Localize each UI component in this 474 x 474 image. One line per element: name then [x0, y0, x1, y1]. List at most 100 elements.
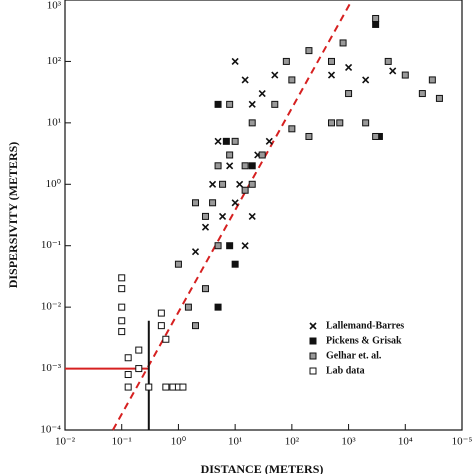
- legend-marker: [309, 352, 317, 360]
- point: [241, 242, 249, 250]
- x-axis-label: DISTANCE (METERS): [201, 462, 324, 474]
- point: [162, 335, 170, 343]
- point: [192, 199, 200, 207]
- point: [209, 180, 217, 188]
- point: [241, 162, 249, 170]
- y-axis-label: DISPERSIVITY (METERS): [6, 142, 20, 289]
- point: [157, 309, 165, 317]
- point: [241, 186, 249, 194]
- y-tick-label: 10³: [47, 0, 62, 12]
- point: [428, 76, 436, 84]
- point: [214, 303, 222, 311]
- point: [124, 383, 132, 391]
- point: [118, 317, 126, 325]
- point: [135, 346, 143, 354]
- point: [179, 383, 187, 391]
- point: [372, 20, 380, 28]
- y-tick-label: 10⁻²: [41, 301, 62, 313]
- y-tick-label: 10⁻¹: [41, 239, 61, 251]
- y-tick-label: 10²: [47, 55, 62, 67]
- point: [184, 303, 192, 311]
- point: [248, 100, 256, 108]
- point: [118, 274, 126, 282]
- legend-label: Lallemand-Barres: [326, 320, 404, 331]
- y-tick-label: 10⁻⁴: [40, 424, 61, 436]
- point: [271, 100, 279, 108]
- point: [231, 57, 239, 65]
- y-tick-label: 10¹: [47, 116, 61, 128]
- point: [118, 285, 126, 293]
- point: [174, 260, 182, 268]
- point: [282, 57, 290, 65]
- point: [327, 57, 335, 65]
- point: [258, 151, 266, 159]
- point: [222, 137, 230, 145]
- point: [401, 71, 409, 79]
- point: [118, 303, 126, 311]
- x-tick-label: 10³: [341, 436, 356, 448]
- reference-line: [112, 0, 353, 431]
- point: [162, 383, 170, 391]
- legend-marker: [309, 337, 317, 345]
- point: [209, 199, 217, 207]
- point: [265, 137, 273, 145]
- point: [135, 365, 143, 373]
- point: [218, 212, 227, 220]
- point: [339, 39, 347, 47]
- point: [201, 212, 209, 220]
- point: [345, 90, 353, 98]
- point: [214, 162, 222, 170]
- plot-frame: [64, 0, 463, 431]
- point: [231, 260, 239, 268]
- legend-label: Pickens & Grisak: [326, 335, 402, 346]
- point: [226, 242, 234, 250]
- x-tick-label: 10⁴: [398, 436, 413, 448]
- point: [362, 119, 370, 127]
- point: [384, 57, 392, 65]
- point: [118, 328, 126, 336]
- point: [226, 162, 234, 170]
- point: [231, 137, 239, 145]
- point: [214, 137, 222, 145]
- x-tick-label: 10¹: [228, 436, 242, 448]
- point: [362, 76, 370, 84]
- point: [248, 212, 256, 220]
- x-tick-label: 10⁰: [171, 436, 187, 448]
- point: [226, 151, 234, 159]
- x-tick-label: 10⁻⁵: [452, 436, 473, 448]
- point: [145, 383, 153, 391]
- point: [288, 125, 296, 133]
- x-tick-label: 10⁻²: [55, 436, 76, 448]
- point: [124, 371, 132, 379]
- point: [226, 100, 234, 108]
- point: [327, 71, 336, 79]
- point: [248, 180, 256, 188]
- point: [214, 100, 222, 108]
- point: [327, 119, 335, 127]
- point: [214, 242, 222, 250]
- point: [236, 180, 244, 188]
- legend-marker: [309, 367, 317, 375]
- point: [271, 71, 279, 79]
- point: [389, 67, 397, 75]
- point: [248, 162, 256, 170]
- point: [201, 223, 210, 231]
- legend-label: Lab data: [326, 365, 365, 376]
- point: [435, 94, 443, 102]
- point: [157, 322, 165, 330]
- point: [345, 63, 353, 71]
- point: [372, 132, 380, 140]
- point: [201, 285, 209, 293]
- x-tick-label: 10⁻¹: [112, 436, 132, 448]
- point: [231, 199, 239, 207]
- point: [305, 132, 313, 140]
- point: [372, 14, 380, 22]
- point: [258, 89, 266, 98]
- point: [191, 248, 200, 256]
- x-tick-label: 10²: [285, 436, 300, 448]
- legend-label: Gelhar et. al.: [326, 350, 382, 361]
- point: [192, 322, 200, 330]
- legend-marker: [309, 322, 317, 330]
- point: [241, 76, 249, 84]
